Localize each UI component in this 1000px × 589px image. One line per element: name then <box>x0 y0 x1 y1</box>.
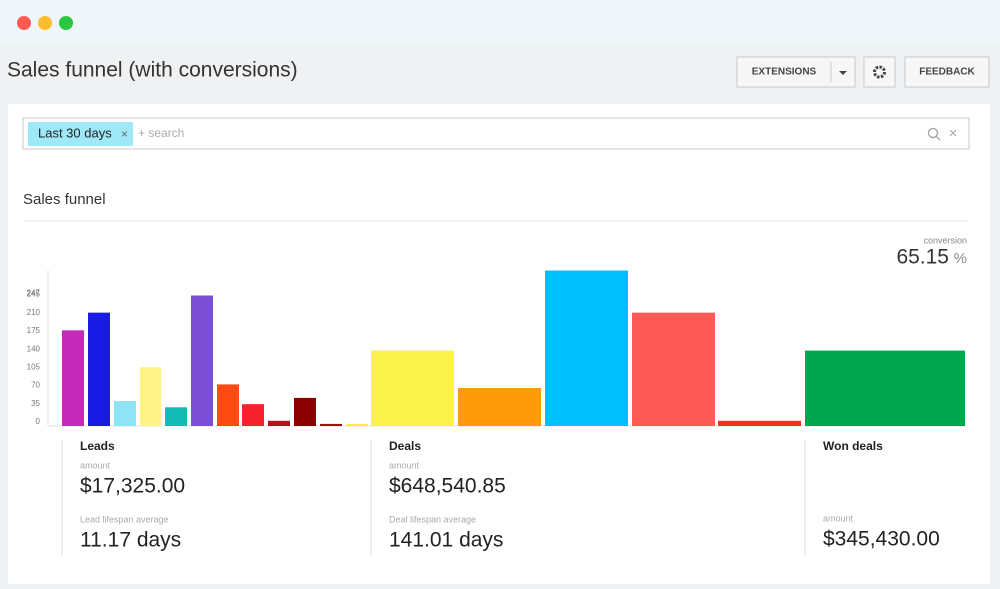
minimize-button[interactable] <box>38 16 52 30</box>
bar <box>632 312 715 426</box>
bar <box>114 401 136 426</box>
search-icon[interactable] <box>927 127 939 139</box>
bar <box>294 397 316 426</box>
page-title: Sales funnel (with conversions) <box>7 59 298 82</box>
y-tick-label: 247 <box>27 289 41 298</box>
settings-button[interactable] <box>863 56 896 88</box>
button-label[interactable]: EXTENSIONS <box>752 67 817 78</box>
stage-name: Leads <box>80 439 115 453</box>
conversion-label: conversion <box>923 235 967 245</box>
metric-label: amount <box>389 460 420 470</box>
close-button[interactable] <box>17 16 31 30</box>
bar <box>545 270 628 426</box>
filter-tag-label: Last 30 days <box>38 125 112 140</box>
metric-label: amount <box>80 460 111 470</box>
bar <box>371 350 454 426</box>
search-box[interactable] <box>22 117 970 150</box>
bar <box>805 350 965 426</box>
tag-remove[interactable]: × <box>121 127 128 141</box>
metric-value: $345,430.00 <box>823 528 940 551</box>
y-tick-label: 0 <box>36 417 41 426</box>
search-icon <box>935 135 941 141</box>
y-tick-label: 140 <box>27 344 41 353</box>
bar <box>346 423 368 426</box>
bar <box>320 423 342 426</box>
extensions-button[interactable] <box>736 56 856 88</box>
metric-value: $648,540.85 <box>389 475 506 498</box>
conversion-unit: % <box>954 250 967 267</box>
stage-name: Deals <box>389 439 421 453</box>
button-label[interactable]: FEEDBACK <box>919 67 975 78</box>
bar <box>165 407 187 426</box>
bar <box>268 420 290 426</box>
dropdown-arrow[interactable] <box>839 71 847 75</box>
metric-label: Lead lifespan average <box>80 514 169 524</box>
feedback-button[interactable] <box>904 56 990 88</box>
bar <box>217 384 239 426</box>
metric-value: $17,325.00 <box>80 475 185 498</box>
metric-label: Deal lifespan average <box>389 514 476 524</box>
metric-value: 141.01 days <box>389 529 503 552</box>
y-tick-label: 35 <box>31 399 40 408</box>
y-tick-label: 105 <box>27 363 41 372</box>
stage-name: Won deals <box>823 439 883 453</box>
y-tick-label: 245 <box>27 290 41 299</box>
y-tick-label: 175 <box>27 326 41 335</box>
metric-value: 11.17 days <box>80 529 181 552</box>
search-placeholder: + search <box>138 126 184 140</box>
maximize-button[interactable] <box>59 16 73 30</box>
window-bar <box>0 0 1000 46</box>
filter-tag[interactable] <box>28 122 133 146</box>
y-tick-label: 70 <box>31 381 40 390</box>
bar <box>88 312 110 426</box>
gear-icon <box>873 65 886 79</box>
bar <box>140 367 161 426</box>
y-tick-label: 210 <box>27 308 41 317</box>
report-title: Sales funnel <box>23 191 106 208</box>
bar <box>458 388 541 426</box>
panel <box>8 104 990 584</box>
bar <box>718 420 801 426</box>
metric-label: amount <box>823 513 854 523</box>
bar <box>242 404 264 426</box>
conversion-value: 65.15 <box>896 246 949 269</box>
bar <box>62 330 84 426</box>
clear-search[interactable]: × <box>949 125 958 142</box>
bar <box>191 295 213 426</box>
